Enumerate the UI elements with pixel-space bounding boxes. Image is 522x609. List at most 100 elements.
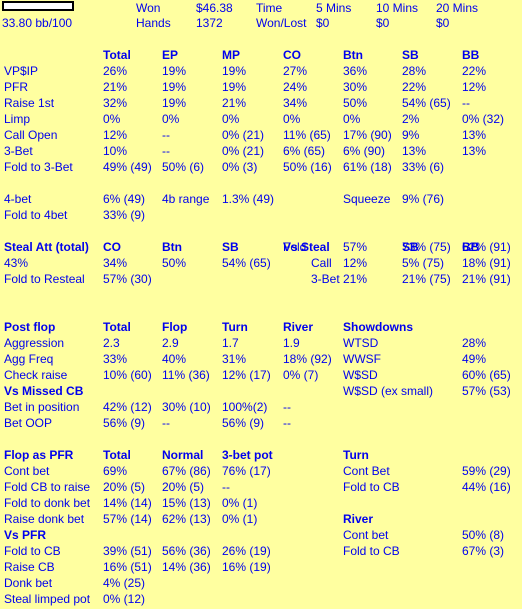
- postflop-row-label: Aggression: [4, 336, 65, 350]
- flop-pfr-col-header: Normal: [162, 448, 204, 462]
- vs-steal-sb: 5% (75): [402, 256, 445, 270]
- preflop-cell: 36%: [343, 64, 368, 78]
- vs-steal-bb-label: BB: [462, 240, 480, 254]
- flop-pfr-col-header: Total: [103, 448, 131, 462]
- vs-pfr-cell: 39% (51): [103, 544, 152, 558]
- showdown-label: W$SD: [343, 368, 378, 382]
- preflop-cell: 6% (90): [343, 144, 386, 158]
- flop-pfr-cell: 20% (5): [162, 480, 205, 494]
- showdown-value: 57% (53): [462, 384, 511, 398]
- fourbet-value: 6% (49): [103, 192, 146, 206]
- fourbet-range-label: 4b range: [162, 192, 210, 206]
- preflop-row-label: Limp: [4, 112, 31, 126]
- steal-sb-label: SB: [222, 240, 239, 254]
- vs-missed-cb-title: Vs Missed CB: [4, 384, 84, 398]
- preflop-cell: 26%: [103, 64, 128, 78]
- preflop-cell: 13%: [462, 144, 487, 158]
- preflop-col-header: BB: [462, 48, 480, 62]
- preflop-cell: --: [162, 128, 170, 142]
- turn-row-label: Cont Bet: [343, 464, 390, 478]
- player-name-box: [2, 1, 74, 11]
- preflop-cell: 34%: [283, 96, 308, 110]
- preflop-cell: 0%: [343, 112, 361, 126]
- showdown-label: WWSF: [343, 352, 381, 366]
- vs-pfr-cell: 26% (19): [222, 544, 271, 558]
- preflop-cell: 21%: [222, 96, 247, 110]
- missed-cb-cell: --: [162, 416, 170, 430]
- postflop-cell: 1.7: [222, 336, 239, 350]
- preflop-cell: --: [162, 144, 170, 158]
- preflop-cell: 22%: [402, 80, 427, 94]
- time-10: 10 Mins: [376, 1, 419, 15]
- postflop-col-header: Flop: [162, 320, 188, 334]
- vs-pfr-cell: 16% (19): [222, 560, 271, 574]
- missed-cb-cell: 42% (12): [103, 400, 152, 414]
- fold-to-4bet-value: 33% (9): [103, 208, 146, 222]
- postflop-cell: 10% (60): [103, 368, 152, 382]
- time-5: 5 Mins: [316, 1, 352, 15]
- missed-cb-row-label: Bet OOP: [4, 416, 53, 430]
- postflop-cell: 40%: [162, 352, 187, 366]
- postflop-col-header: Turn: [222, 320, 248, 334]
- preflop-cell: 2%: [402, 112, 420, 126]
- time-20: 20 Mins: [436, 1, 479, 15]
- wonlost-20: $0: [436, 16, 450, 30]
- preflop-col-header: Btn: [343, 48, 363, 62]
- missed-cb-cell: --: [283, 416, 291, 430]
- wonlost-label: Won/Lost: [256, 16, 307, 30]
- preflop-cell: 10%: [103, 144, 128, 158]
- preflop-cell: 19%: [222, 80, 247, 94]
- preflop-row-label: PFR: [4, 80, 28, 94]
- flop-pfr-row-label: Fold CB to raise: [4, 480, 91, 494]
- fold-to-4bet-label: Fold to 4bet: [4, 208, 68, 222]
- preflop-cell: 0% (3): [222, 160, 258, 174]
- postflop-cell: 33%: [103, 352, 128, 366]
- fourbet-range-value: 1.3% (49): [222, 192, 275, 206]
- preflop-cell: 11% (65): [283, 128, 331, 142]
- vs-pfr-cell: 4% (25): [103, 576, 146, 590]
- flop-pfr-cell: 69%: [103, 464, 128, 478]
- postflop-col-header: Total: [103, 320, 131, 334]
- preflop-cell: 17% (90): [343, 128, 392, 142]
- won-value: $46.38: [196, 1, 233, 15]
- postflop-cell: 2.3: [103, 336, 120, 350]
- preflop-cell: 54% (65): [402, 96, 451, 110]
- showdowns-title: Showdowns: [343, 320, 413, 334]
- vs-steal-bb: 62% (91): [462, 240, 511, 254]
- fold-to-resteal-label: Fold to Resteal: [4, 272, 85, 286]
- flop-pfr-cell: 62% (13): [162, 512, 211, 526]
- showdown-label: WTSD: [343, 336, 379, 350]
- fold-to-resteal-value: 57% (30): [103, 272, 152, 286]
- flop-pfr-cell: 0% (1): [222, 512, 258, 526]
- won-label: Won: [136, 1, 161, 15]
- flop-pfr-row-label: Fold to donk bet: [4, 496, 91, 510]
- preflop-cell: 19%: [162, 96, 187, 110]
- preflop-cell: 49% (49): [103, 160, 152, 174]
- preflop-col-header: CO: [283, 48, 301, 62]
- showdown-label: W$SD (ex small): [343, 384, 434, 398]
- time-label: Time: [256, 1, 283, 15]
- postflop-cell: 31%: [222, 352, 247, 366]
- preflop-cell: 28%: [402, 64, 427, 78]
- preflop-cell: 13%: [402, 144, 427, 158]
- missed-cb-row-label: Bet in position: [4, 400, 80, 414]
- preflop-cell: 27%: [283, 64, 308, 78]
- flop-pfr-cell: 76% (17): [222, 464, 271, 478]
- preflop-row-label: 3-Bet: [4, 144, 33, 158]
- flop-pfr-row-label: Raise donk bet: [4, 512, 85, 526]
- preflop-cell: 6% (65): [283, 144, 326, 158]
- missed-cb-cell: 56% (9): [222, 416, 265, 430]
- vs-pfr-title: Vs PFR: [4, 528, 47, 542]
- preflop-cell: 19%: [222, 64, 247, 78]
- preflop-col-header: SB: [402, 48, 419, 62]
- river-title: River: [343, 512, 374, 526]
- flop-pfr-col-header: 3-bet pot: [222, 448, 273, 462]
- preflop-row-label: Fold to 3-Bet: [4, 160, 73, 174]
- preflop-cell: 12%: [462, 80, 487, 94]
- vs-steal-total: 12%: [343, 256, 368, 270]
- preflop-cell: 0% (32): [462, 112, 505, 126]
- preflop-cell: --: [462, 96, 470, 110]
- preflop-cell: 33% (6): [402, 160, 445, 174]
- preflop-cell: 19%: [162, 64, 187, 78]
- turn-row-label: Fold to CB: [343, 480, 400, 494]
